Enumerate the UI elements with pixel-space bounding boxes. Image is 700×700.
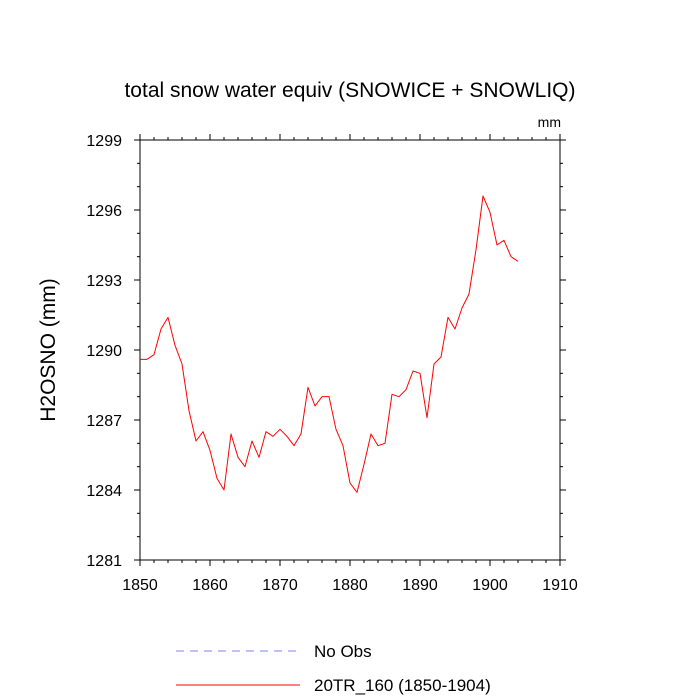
chart-title: total snow water equiv (SNOWICE + SNOWLI… bbox=[124, 79, 575, 102]
y-tick-label: 1290 bbox=[86, 343, 122, 360]
x-tick-label: 1880 bbox=[332, 577, 368, 594]
legend-label: No Obs bbox=[314, 642, 372, 661]
x-tick-label: 1900 bbox=[472, 577, 508, 594]
x-axis: 1850 1860 1870 1880 1890 1900 1910 bbox=[122, 134, 578, 594]
plot-frame bbox=[139, 139, 561, 561]
x-tick-label: 1890 bbox=[402, 577, 438, 594]
y-tick-label: 1299 bbox=[86, 133, 122, 150]
x-tick-label: 1910 bbox=[542, 577, 578, 594]
y-tick-label: 1296 bbox=[86, 203, 122, 220]
series-layer bbox=[140, 195, 519, 493]
x-tick-label: 1850 bbox=[122, 577, 158, 594]
legend: No Obs 20TR_160 (1850-1904) bbox=[176, 642, 491, 695]
y-axis: 1281 1284 1287 1290 1293 1296 1299 bbox=[86, 133, 566, 570]
y-tick-label: 1293 bbox=[86, 273, 122, 290]
y-tick-label: 1287 bbox=[86, 413, 122, 430]
y-axis-label: H2OSNO (mm) bbox=[37, 278, 60, 422]
x-tick-label: 1870 bbox=[262, 577, 298, 594]
x-tick-label: 1860 bbox=[192, 577, 228, 594]
series-line-1 bbox=[140, 195, 519, 493]
units-label: mm bbox=[538, 114, 561, 130]
legend-label: 20TR_160 (1850-1904) bbox=[314, 676, 491, 695]
y-tick-label: 1284 bbox=[86, 483, 122, 500]
y-tick-label: 1281 bbox=[86, 553, 122, 570]
